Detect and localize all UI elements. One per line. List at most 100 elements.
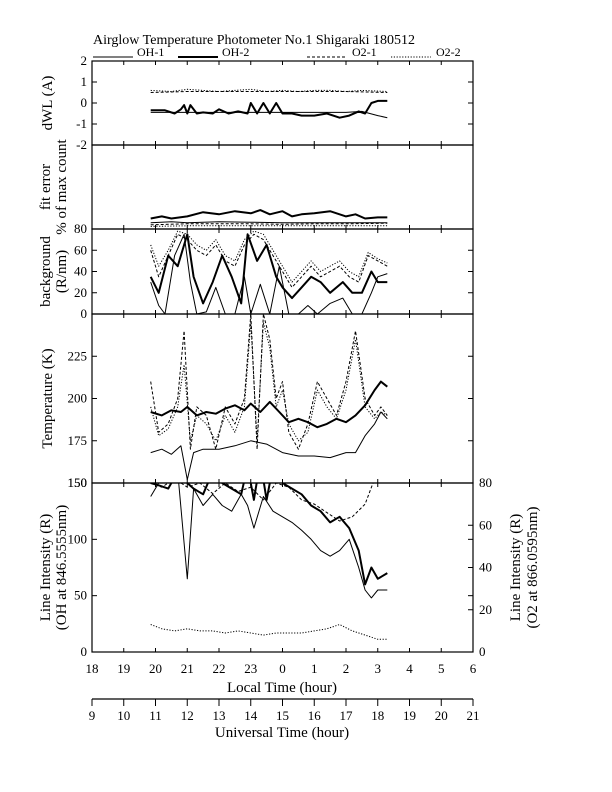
series-group <box>150 88 388 119</box>
ut-tick-label: 21 <box>467 708 480 723</box>
y-tick-label: 100 <box>68 531 88 546</box>
ut-tick-label: 10 <box>117 708 130 723</box>
y-axis-label-unit: (R/nm) <box>54 250 70 293</box>
series-line-o2-1 <box>150 314 388 450</box>
legend: OH-1 OH-2 O2-1 O2-2 <box>93 45 461 59</box>
series-line-oh-2 <box>150 380 388 429</box>
y-tick-label: 0 <box>81 95 88 110</box>
y-axis-label: Temperature (K) <box>40 348 56 448</box>
panel-frame <box>91 228 474 315</box>
y2-tick-label: 40 <box>479 560 492 575</box>
panel-background: 80 60 40 20 0 background (R/nm) <box>38 221 474 321</box>
local-time-tick-label: 0 <box>279 661 286 676</box>
y-tick-label: 80 <box>74 221 87 236</box>
series-line-o2-2 <box>150 322 388 442</box>
local-time-tick-label: 6 <box>470 661 477 676</box>
panel-frame <box>91 60 474 146</box>
ut-tick-label: 17 <box>340 708 354 723</box>
local-time-tick-label: 2 <box>343 661 350 676</box>
series-line-o2-2 <box>150 624 388 640</box>
local-time-tick-label: 19 <box>117 661 130 676</box>
universal-time-axis-label: Universal Time (hour) <box>215 725 349 741</box>
series-line-oh-1 <box>150 483 388 599</box>
panel-dwl: 2 1 0 -1 -2 dWL (A) <box>40 53 474 152</box>
series-line-oh-1 <box>150 221 388 224</box>
legend-item: O2-2 <box>391 45 461 59</box>
series-group <box>149 230 388 314</box>
local-time-tick-label: 1 <box>311 661 318 676</box>
ut-tick-label: 16 <box>308 708 322 723</box>
y-tick-label: 200 <box>68 391 88 406</box>
y-tick-label: -1 <box>76 116 87 131</box>
series-line-o2-1 <box>150 222 388 226</box>
local-time-tick-label: 21 <box>181 661 194 676</box>
universal-time-axis: 9 10 11 12 13 14 15 16 17 18 19 20 21 <box>89 698 480 723</box>
series-line-o2-1 <box>150 233 388 288</box>
panels: 2 1 0 -1 -2 dWL (A) fit error% of max count 80 6… <box>38 53 541 659</box>
y-tick-label: 150 <box>68 475 88 490</box>
panel-frame <box>91 144 474 230</box>
ut-tick-label: 20 <box>435 708 448 723</box>
y2-axis-label: Line Intensity (R) <box>508 514 524 621</box>
ut-tick-label: 19 <box>403 708 416 723</box>
y-axis-label-unit: (OH at 846.5555nm) <box>54 505 70 630</box>
local-time-tick-label: 5 <box>438 661 445 676</box>
ut-tick-label: 15 <box>276 708 289 723</box>
local-time-axis: 18 19 20 21 22 23 0 1 2 3 4 5 6 <box>86 661 477 676</box>
y-tick-label: 20 <box>74 285 87 300</box>
ut-tick-label: 12 <box>181 708 194 723</box>
legend-label: O2-2 <box>436 45 461 59</box>
ut-tick-label: 13 <box>213 708 226 723</box>
series-line-oh-2 <box>150 483 388 586</box>
legend-label: O2-1 <box>352 45 377 59</box>
local-time-tick-label: 20 <box>149 661 162 676</box>
local-time-tick-label: 4 <box>406 661 413 676</box>
series-group <box>150 314 388 481</box>
local-time-tick-label: 23 <box>244 661 257 676</box>
y-axis-label: Line Intensity (R) <box>38 514 54 621</box>
y-axis-label: dWL (A) <box>40 76 56 131</box>
legend-item: O2-1 <box>307 45 377 59</box>
y-tick-label: 150 <box>68 475 88 490</box>
y-tick-label: 225 <box>68 348 88 363</box>
series-group <box>150 483 388 640</box>
y-tick-label: 1 <box>81 74 88 89</box>
legend-item: OH-1 <box>93 45 164 59</box>
panel-frame <box>91 313 474 484</box>
y2-tick-label: 20 <box>479 602 492 617</box>
panel-frame <box>91 482 474 653</box>
series-line-o2-1 <box>150 483 374 522</box>
local-time-tick-label: 3 <box>375 661 382 676</box>
series-group <box>150 209 388 227</box>
local-time-tick-label: 18 <box>86 661 99 676</box>
legend-label: OH-2 <box>222 45 249 59</box>
ut-tick-label: 11 <box>149 708 162 723</box>
y-tick-label: 0 <box>81 644 88 659</box>
y-axis-label: background <box>38 236 54 307</box>
chart-title: Airglow Temperature Photometer No.1 Shig… <box>93 33 415 48</box>
ut-tick-label: 18 <box>371 708 384 723</box>
y-tick-label: 60 <box>74 242 87 257</box>
y-tick-label: 2 <box>81 53 88 68</box>
y-tick-label: 0 <box>81 306 88 321</box>
ut-tick-label: 14 <box>244 708 258 723</box>
local-time-axis-label: Local Time (hour) <box>227 680 337 696</box>
y2-axis-label-unit: (O2 at 866.0595nm) <box>525 506 541 628</box>
y2-tick-label: 60 <box>479 517 492 532</box>
y-tick-label: 40 <box>74 264 87 279</box>
legend-label: OH-1 <box>137 45 164 59</box>
y2-tick-label: 0 <box>479 644 486 659</box>
y-axis-label: fit error <box>38 164 54 210</box>
local-time-tick-label: 22 <box>213 661 226 676</box>
series-line-oh-2 <box>149 233 388 305</box>
series-line-o2-2 <box>150 225 388 227</box>
series-line-oh-1 <box>150 411 388 481</box>
series-line-oh-2 <box>150 99 388 119</box>
y-axis-label-unit: % of max count <box>54 138 70 234</box>
series-line-o2-2 <box>150 230 388 283</box>
y2-tick-label: 80 <box>479 475 492 490</box>
y-tick-label: 50 <box>74 588 87 603</box>
y-tick-label: -2 <box>76 137 87 152</box>
